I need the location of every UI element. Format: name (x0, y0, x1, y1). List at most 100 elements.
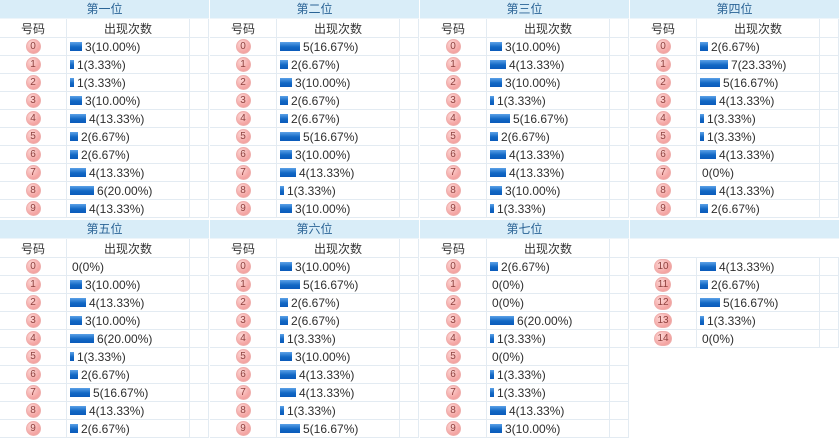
frequency-row: 2 0(0%) (420, 294, 629, 312)
count-cell: 3(10.00%) (277, 146, 400, 163)
row-spacer-cell (400, 74, 419, 91)
frequency-bar (280, 370, 296, 379)
number-ball-badge: 5 (655, 129, 671, 144)
count-cell: 5(16.67%) (487, 110, 610, 127)
frequency-value-label: 3(10.00%) (505, 183, 561, 198)
frequency-row: 0 5(16.67%) (210, 38, 419, 56)
frequency-value-label: 6(20.00%) (517, 313, 573, 328)
position-table-title: 第三位 (420, 0, 629, 19)
row-spacer-cell (820, 56, 839, 73)
number-cell: 5 (0, 128, 67, 145)
number-cell: 2 (420, 294, 487, 311)
number-cell: 2 (0, 294, 67, 311)
number-cell: 7 (630, 164, 697, 181)
number-cell: 8 (210, 182, 277, 199)
count-column-header-cell: 出现次数 (487, 19, 610, 37)
row-spacer-cell (190, 258, 209, 275)
frequency-bar (70, 132, 78, 141)
number-ball-badge: 4 (445, 331, 461, 346)
number-ball-badge: 2 (655, 75, 671, 90)
number-ball-badge: 7 (445, 385, 461, 400)
frequency-value-label: 4(13.33%) (89, 165, 145, 180)
number-ball-badge: 0 (25, 259, 41, 274)
count-cell: 4(13.33%) (697, 182, 820, 199)
count-cell: 7(23.33%) (697, 56, 820, 73)
frequency-value-label: 3(10.00%) (295, 259, 351, 274)
number-ball-badge: 1 (445, 277, 461, 292)
number-cell: 9 (420, 200, 487, 217)
number-cell: 7 (0, 384, 67, 401)
number-ball-badge: 4 (235, 111, 251, 126)
frequency-value-label: 4(13.33%) (509, 165, 565, 180)
row-spacer-cell (190, 420, 209, 437)
frequency-bar (280, 42, 300, 51)
number-ball-badge: 3 (445, 93, 461, 108)
frequency-row: 0 2(6.67%) (420, 258, 629, 276)
frequency-bar (700, 114, 704, 123)
header-spacer-cell (190, 19, 209, 37)
number-cell: 8 (210, 402, 277, 419)
frequency-bar (280, 96, 288, 105)
frequency-bar (70, 352, 74, 361)
header-spacer-cell (820, 239, 839, 257)
count-cell: 2(6.67%) (67, 128, 190, 145)
number-cell: 3 (0, 312, 67, 329)
number-ball-badge: 8 (445, 403, 461, 418)
number-cell: 6 (420, 146, 487, 163)
header-spacer-cell (820, 19, 839, 37)
number-cell: 4 (420, 330, 487, 347)
number-cell: 4 (420, 110, 487, 127)
number-ball-badge: 8 (655, 183, 671, 198)
number-cell: 2 (210, 74, 277, 91)
frequency-bar (700, 204, 708, 213)
number-ball-badge: 8 (25, 403, 41, 418)
row-spacer-cell (400, 330, 419, 347)
position-table: 第二位 号码 出现次数 0 5(16.67%) 1 2(6.67%) 2 3(10.00%) 3 2… (210, 0, 420, 218)
row-spacer-cell (820, 92, 839, 109)
frequency-row: 7 4(13.33%) (210, 384, 419, 402)
count-cell: 2(6.67%) (487, 258, 610, 275)
count-cell: 5(16.67%) (67, 384, 190, 401)
number-cell: 3 (0, 92, 67, 109)
number-ball-badge: 7 (655, 165, 671, 180)
number-cell: 1 (420, 276, 487, 293)
number-column-header-cell: 号码 (0, 239, 67, 257)
number-ball-badge: 8 (235, 403, 251, 418)
count-cell: 1(3.33%) (67, 348, 190, 365)
row-spacer-cell (400, 348, 419, 365)
frequency-row: 3 3(10.00%) (0, 312, 209, 330)
frequency-row: 5 0(0%) (420, 348, 629, 366)
row-spacer-cell (610, 312, 629, 329)
number-cell: 4 (0, 330, 67, 347)
number-ball-badge: 6 (25, 147, 41, 162)
number-ball-badge: 4 (655, 111, 671, 126)
number-cell: 0 (210, 258, 277, 275)
frequency-bar (700, 150, 716, 159)
number-cell: 4 (210, 110, 277, 127)
number-column-header-label: 号码 (20, 21, 45, 36)
frequency-row: 1 1(3.33%) (0, 56, 209, 74)
count-cell: 4(13.33%) (487, 146, 610, 163)
frequency-value-label: 4(13.33%) (89, 403, 145, 418)
frequency-bar (280, 262, 292, 271)
number-column-header-label: 号码 (230, 21, 255, 36)
frequency-bar (70, 298, 86, 307)
number-cell: 0 (420, 38, 487, 55)
frequency-value-label: 1(3.33%) (287, 183, 336, 198)
number-cell: 2 (0, 74, 67, 91)
count-cell: 2(6.67%) (67, 146, 190, 163)
number-ball-badge: 7 (25, 385, 41, 400)
frequency-row: 11 2(6.67%) (630, 276, 839, 294)
row-spacer-cell (820, 294, 839, 311)
frequency-row: 6 2(6.67%) (0, 146, 209, 164)
count-cell: 5(16.67%) (277, 38, 400, 55)
frequency-value-label: 2(6.67%) (711, 201, 760, 216)
position-table-title: 第四位 (630, 0, 839, 19)
frequency-bar (490, 150, 506, 159)
row-spacer-cell (400, 420, 419, 437)
count-cell: 3(10.00%) (67, 38, 190, 55)
number-ball-badge: 6 (235, 147, 251, 162)
frequency-bar (490, 186, 502, 195)
frequency-value-label: 1(3.33%) (497, 367, 546, 382)
row-spacer-cell (400, 366, 419, 383)
